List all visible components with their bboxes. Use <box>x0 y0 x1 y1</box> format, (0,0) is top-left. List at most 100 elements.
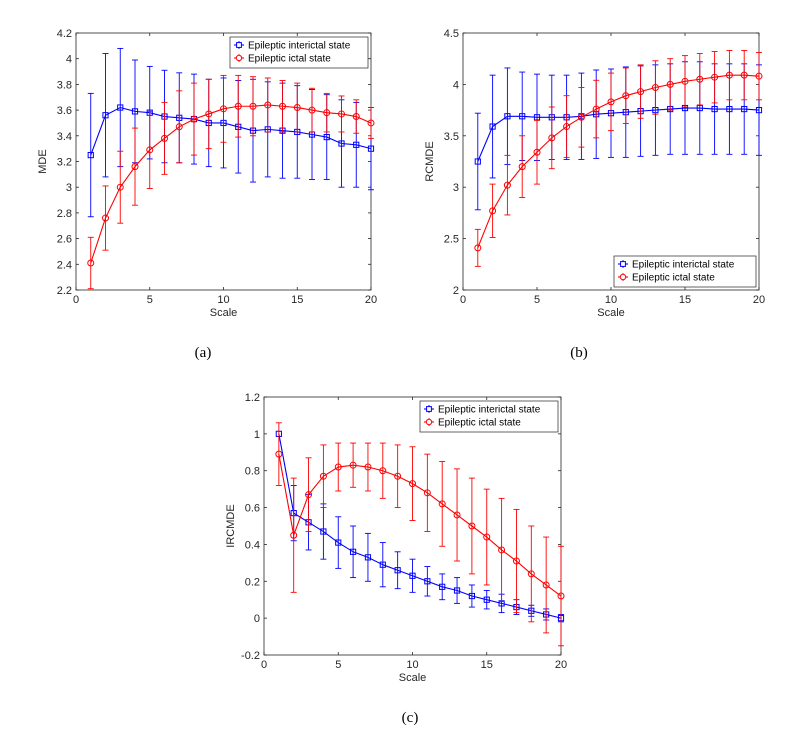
data-point <box>102 214 109 222</box>
legend-marker <box>620 261 626 267</box>
data-point <box>350 548 357 555</box>
legend: Epileptic interictal state Epileptic icta… <box>229 36 369 69</box>
legend: Epileptic interictal state Epileptic icta… <box>613 255 757 288</box>
y-tick-label: 4 <box>453 79 459 91</box>
data-point <box>249 102 257 110</box>
x-tick-label: 15 <box>481 659 493 671</box>
data-point <box>367 145 375 152</box>
data-point <box>489 123 496 130</box>
data-point <box>489 207 497 215</box>
y-axis-label: RCMDE <box>424 141 436 181</box>
series-ictal <box>275 422 565 647</box>
data-point <box>290 531 298 539</box>
data-point <box>726 105 733 113</box>
data-point <box>394 472 402 480</box>
data-point <box>518 163 526 171</box>
data-point <box>323 133 330 141</box>
legend-box <box>613 255 757 288</box>
data-point <box>740 71 748 79</box>
y-tick-label: 4.2 <box>57 28 72 40</box>
data-point <box>409 572 416 579</box>
data-point <box>666 80 674 88</box>
data-point <box>474 244 482 252</box>
legend-box <box>229 36 369 69</box>
x-axis-label: Scale <box>399 672 427 684</box>
y-tick-label: -0.2 <box>241 650 260 662</box>
data-point <box>205 110 213 118</box>
data-point <box>293 104 301 112</box>
x-tick-label: 5 <box>147 294 153 306</box>
data-point <box>512 557 520 565</box>
data-point <box>353 141 360 148</box>
x-tick-label: 20 <box>555 659 567 671</box>
data-point <box>696 75 704 83</box>
data-point <box>102 112 109 119</box>
data-point <box>755 72 763 80</box>
data-point <box>379 467 387 475</box>
data-point <box>116 183 124 191</box>
y-tick-label: 2.6 <box>57 234 72 246</box>
data-point <box>264 101 272 109</box>
data-point <box>725 71 733 79</box>
data-point <box>319 472 327 480</box>
data-point <box>468 522 476 530</box>
legend-marker <box>235 54 243 62</box>
y-tick-label: 2.8 <box>57 208 72 220</box>
y-tick-label: 3.2 <box>57 157 72 169</box>
data-point <box>474 158 481 165</box>
y-tick-label: 0.4 <box>245 539 260 551</box>
data-point <box>117 104 124 111</box>
data-point <box>711 73 719 81</box>
chart-panel-1: 0 5 10 15 20 2.2 2.4 2.6 2.8 3 3.2 3.4 3.6 3.8 4 4.2 Sca… <box>37 28 377 319</box>
data-point <box>87 259 95 267</box>
series-line <box>90 104 372 264</box>
y-tick-label: 3.6 <box>57 105 72 117</box>
data-point <box>131 163 139 171</box>
data-point <box>651 83 659 91</box>
y-tick-label: 0.2 <box>245 576 260 588</box>
data-point <box>234 102 242 110</box>
data-point <box>161 134 168 142</box>
data-point <box>349 461 357 469</box>
data-point <box>468 592 475 600</box>
data-point <box>335 539 342 546</box>
data-point <box>352 113 360 121</box>
legend-label: Epileptic ictal state <box>632 273 715 284</box>
data-point <box>439 583 446 590</box>
x-axis-label: Scale <box>210 307 238 319</box>
data-point <box>424 578 431 585</box>
data-point <box>308 106 316 114</box>
legend-marker <box>236 42 242 48</box>
data-point <box>338 140 345 147</box>
data-point <box>146 146 154 154</box>
series-ictal <box>474 50 763 267</box>
data-point <box>483 596 490 603</box>
data-point <box>367 119 375 127</box>
data-point <box>755 107 763 114</box>
y-tick-label: 2.2 <box>57 285 72 297</box>
data-point <box>438 500 446 508</box>
data-point <box>320 528 327 535</box>
y-tick-label: 2.5 <box>444 234 459 246</box>
data-point <box>533 114 541 121</box>
y-tick-label: 2 <box>453 285 459 297</box>
x-tick-label: 0 <box>460 294 466 306</box>
y-tick-label: 3.5 <box>444 131 459 143</box>
data-point <box>533 148 541 156</box>
y-tick-label: 3 <box>453 182 459 194</box>
data-point <box>279 102 286 110</box>
data-point <box>637 88 645 96</box>
legend-label: Epileptic ictal state <box>438 418 521 429</box>
x-tick-label: 0 <box>261 659 267 671</box>
y-tick-label: 0.8 <box>245 466 260 478</box>
data-point <box>305 491 313 499</box>
data-point <box>175 123 183 131</box>
panel-label: (a) <box>195 345 212 361</box>
data-point <box>681 77 689 85</box>
data-point <box>503 181 511 189</box>
y-tick-label: 4.5 <box>444 28 459 40</box>
data-point <box>190 115 198 123</box>
panel-label: (b) <box>570 345 588 361</box>
y-tick-label: 2.4 <box>57 259 72 271</box>
